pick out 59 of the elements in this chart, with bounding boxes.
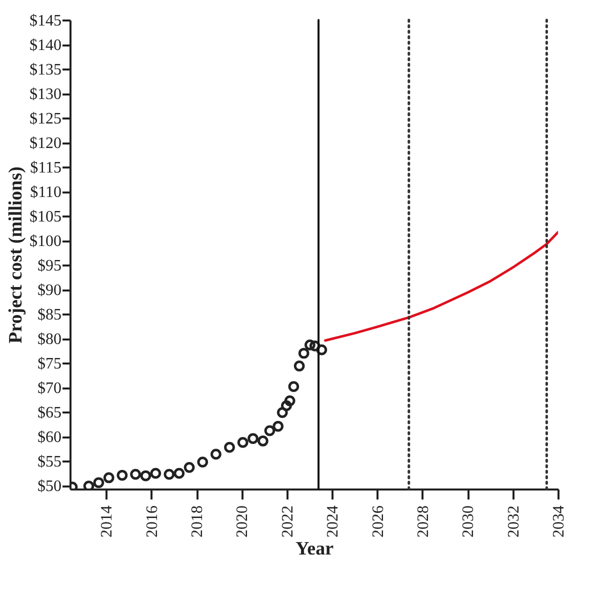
y-tick-label: $145 — [30, 12, 62, 30]
point — [288, 381, 300, 392]
point — [140, 470, 152, 482]
point — [83, 480, 94, 489]
y-tick-label: $125 — [30, 110, 62, 128]
x-tick-label: 2020 — [234, 506, 252, 538]
point — [237, 437, 248, 448]
y-tick-label: $130 — [30, 86, 62, 104]
x-axis-title: Year — [296, 538, 334, 560]
point — [93, 477, 104, 488]
y-tick-label: $75 — [38, 356, 62, 373]
point — [174, 468, 185, 479]
x-tick-label: 2026 — [370, 506, 387, 538]
x-tick-label: 2016 — [144, 506, 161, 538]
y-tick-label: $55 — [38, 454, 62, 471]
point — [258, 436, 268, 446]
x-tick-label: 2028 — [414, 506, 432, 538]
y-tick-label: $50 — [38, 478, 62, 496]
point — [272, 420, 284, 432]
y-tick-label: $85 — [38, 306, 62, 324]
y-tick-label: $135 — [30, 62, 62, 79]
y-tick-label: $115 — [30, 160, 62, 177]
y-tick-label: $90 — [38, 282, 62, 300]
x-tick-label: 2032 — [505, 506, 522, 538]
point — [197, 456, 208, 468]
y-tick-label: $120 — [30, 135, 62, 152]
point — [294, 360, 305, 372]
y-tick-label: $110 — [30, 184, 62, 202]
point — [304, 339, 316, 350]
point — [284, 395, 296, 406]
x-tick-label: 2034 — [550, 506, 568, 538]
point — [184, 462, 195, 473]
x-tick-label: 2014 — [98, 506, 116, 538]
point — [116, 470, 128, 481]
point — [130, 468, 141, 480]
point — [224, 442, 235, 453]
point — [210, 448, 222, 460]
y-tick-label: $80 — [38, 331, 62, 348]
point — [150, 468, 162, 479]
point — [298, 348, 310, 359]
x-tick-label: 2022 — [279, 506, 296, 538]
point — [281, 400, 292, 412]
x-tick-label: 2024 — [324, 506, 342, 538]
y-tick-label: $100 — [30, 233, 62, 250]
y-tick-label: $70 — [38, 380, 62, 398]
y-tick-label: $105 — [30, 208, 62, 226]
point — [264, 425, 276, 436]
y-tick-label: $140 — [30, 37, 62, 54]
point — [103, 472, 114, 484]
point — [276, 407, 288, 418]
point — [164, 468, 175, 480]
line-series — [324, 230, 558, 342]
y-tick-label: $95 — [38, 258, 62, 275]
y-tick-label: $65 — [38, 404, 62, 422]
x-tick-label: 2018 — [189, 506, 206, 538]
x-tick-label: 2030 — [460, 506, 478, 538]
point — [248, 433, 258, 444]
y-tick-label: $60 — [38, 429, 62, 446]
y-axis-title: Project cost (millions) — [6, 166, 26, 344]
